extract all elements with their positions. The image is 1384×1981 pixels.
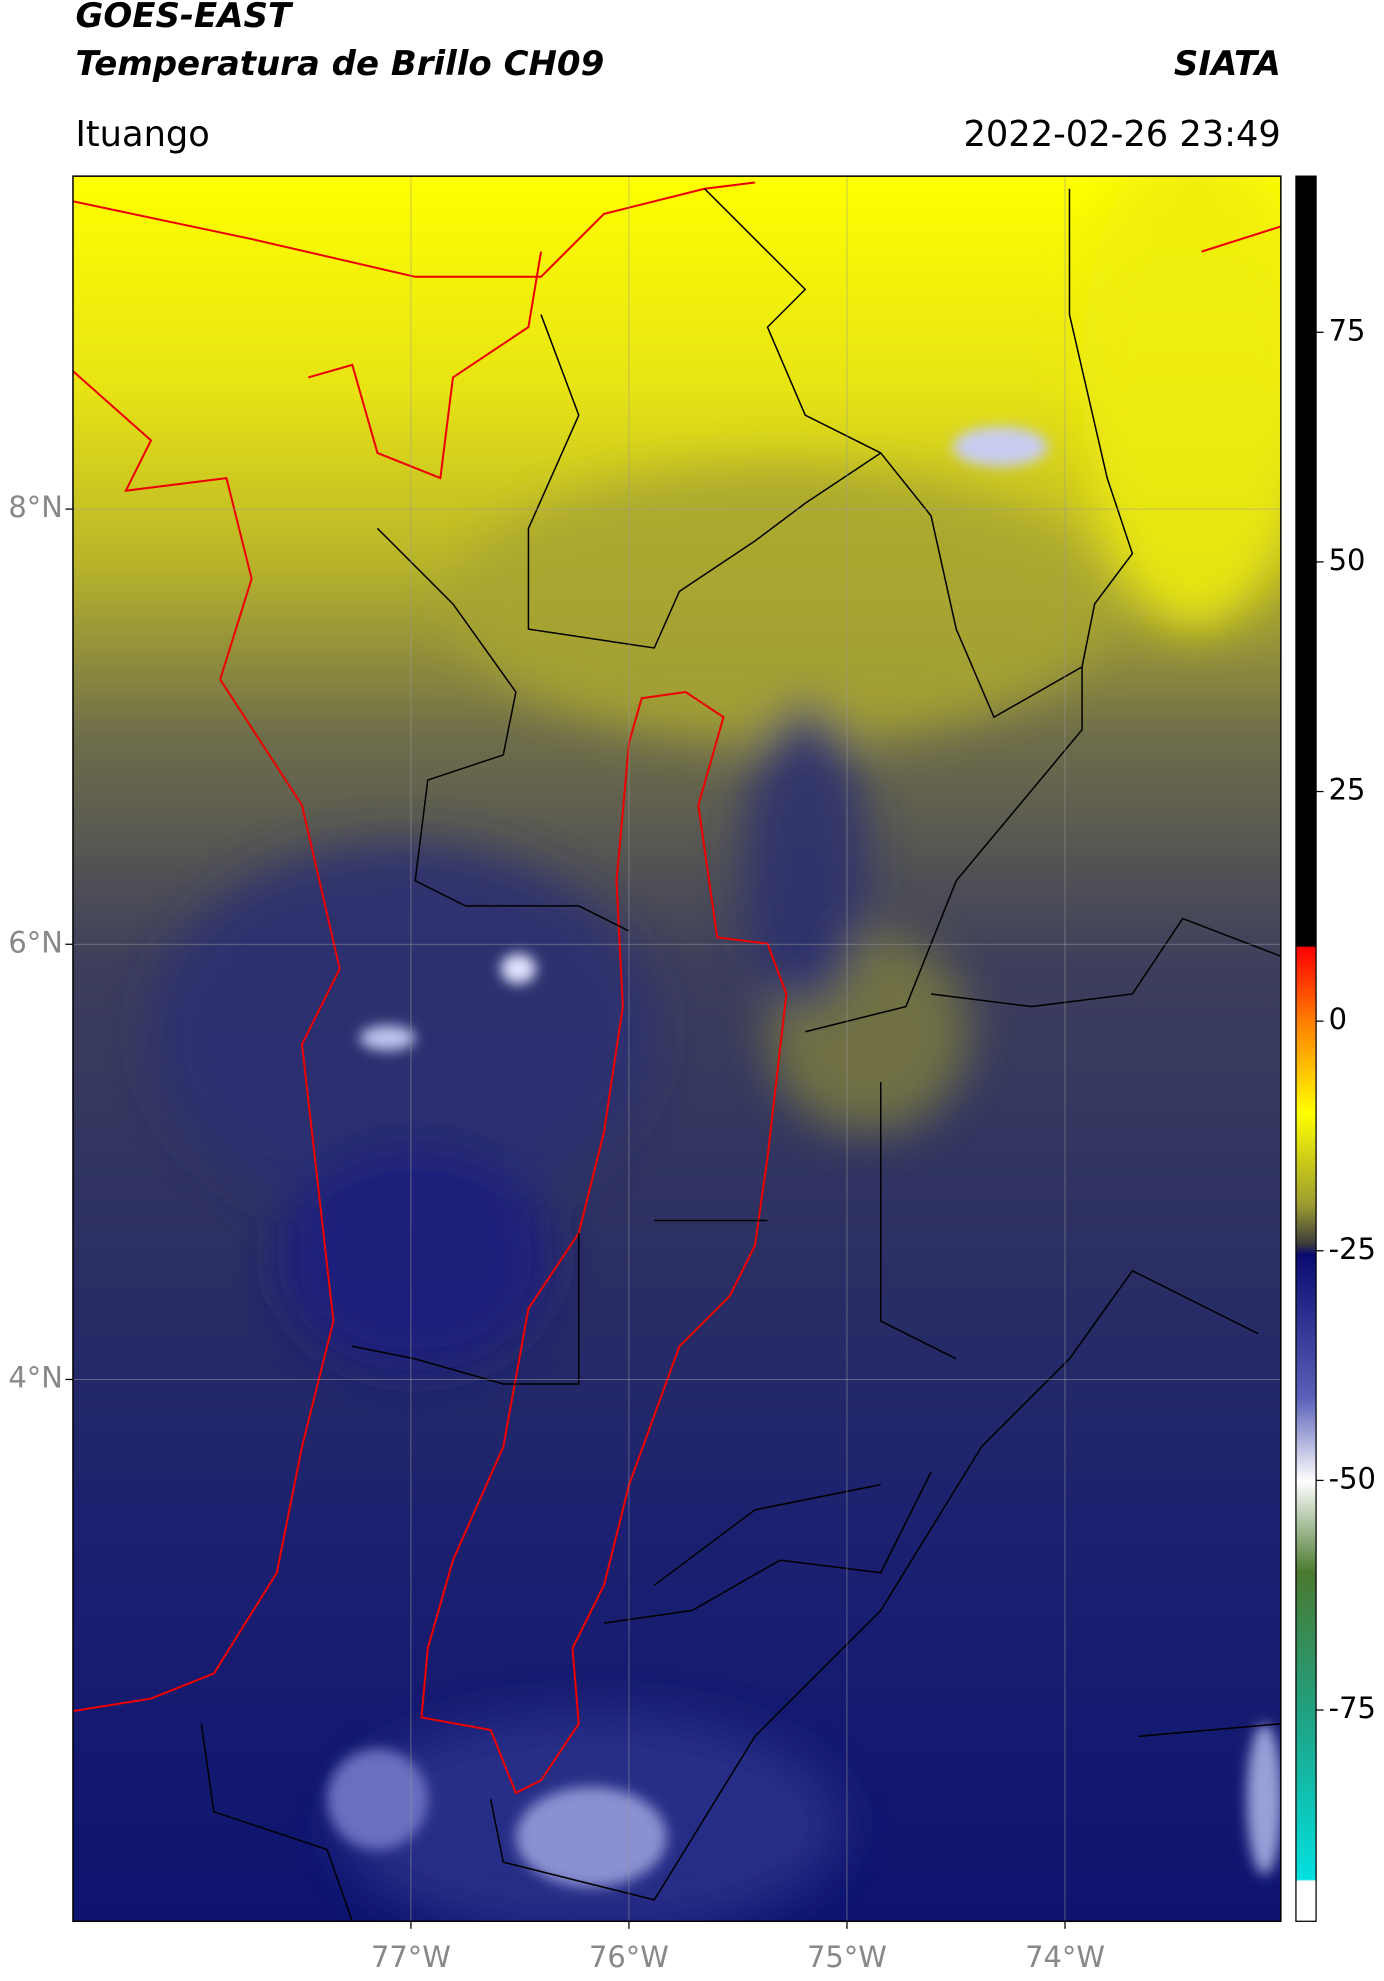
- colorbar-tick-label: 50: [1329, 543, 1366, 577]
- x-tick-label: 77°W: [371, 1940, 451, 1974]
- x-tick-label: 76°W: [589, 1940, 669, 1974]
- subtitle: Temperatura de Brillo CH09: [75, 44, 604, 84]
- colorbar-tick-label: -25: [1329, 1232, 1376, 1266]
- map-frame: [72, 175, 1282, 1923]
- source: SIATA: [1174, 44, 1281, 84]
- x-tick-label: 75°W: [807, 1940, 887, 1974]
- y-tick-label: 6°N: [8, 925, 63, 959]
- x-tick-label: 74°W: [1025, 1940, 1105, 1974]
- datetime: 2022-02-26 23:49: [963, 114, 1280, 155]
- map-image: [72, 176, 1281, 1922]
- colorbar: [1295, 175, 1317, 1922]
- y-tick-label: 8°N: [8, 490, 63, 524]
- colorbar-tick-label: 75: [1329, 313, 1366, 347]
- colorbar-tick-label: -75: [1329, 1691, 1376, 1725]
- grid: [72, 176, 1281, 1922]
- y-tick-label: 4°N: [8, 1360, 63, 1394]
- location: Ituango: [75, 114, 209, 155]
- figure-body: GOES-EAST Temperatura de Brillo CH09 SIA…: [8, 0, 1375, 1974]
- title: GOES-EAST: [75, 0, 293, 36]
- colorbar-tick-label: 25: [1329, 773, 1366, 807]
- colorbar-tick-label: 0: [1329, 1002, 1347, 1036]
- colorbar-tick-label: -50: [1329, 1461, 1376, 1495]
